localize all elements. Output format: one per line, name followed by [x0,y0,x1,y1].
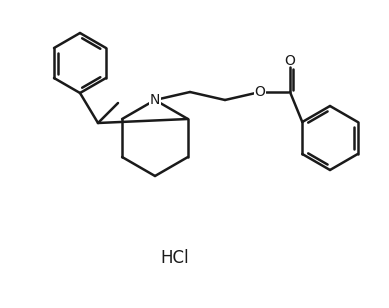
Text: O: O [285,54,295,68]
Text: O: O [254,85,265,99]
Text: N: N [150,93,160,107]
Text: HCl: HCl [161,249,189,267]
